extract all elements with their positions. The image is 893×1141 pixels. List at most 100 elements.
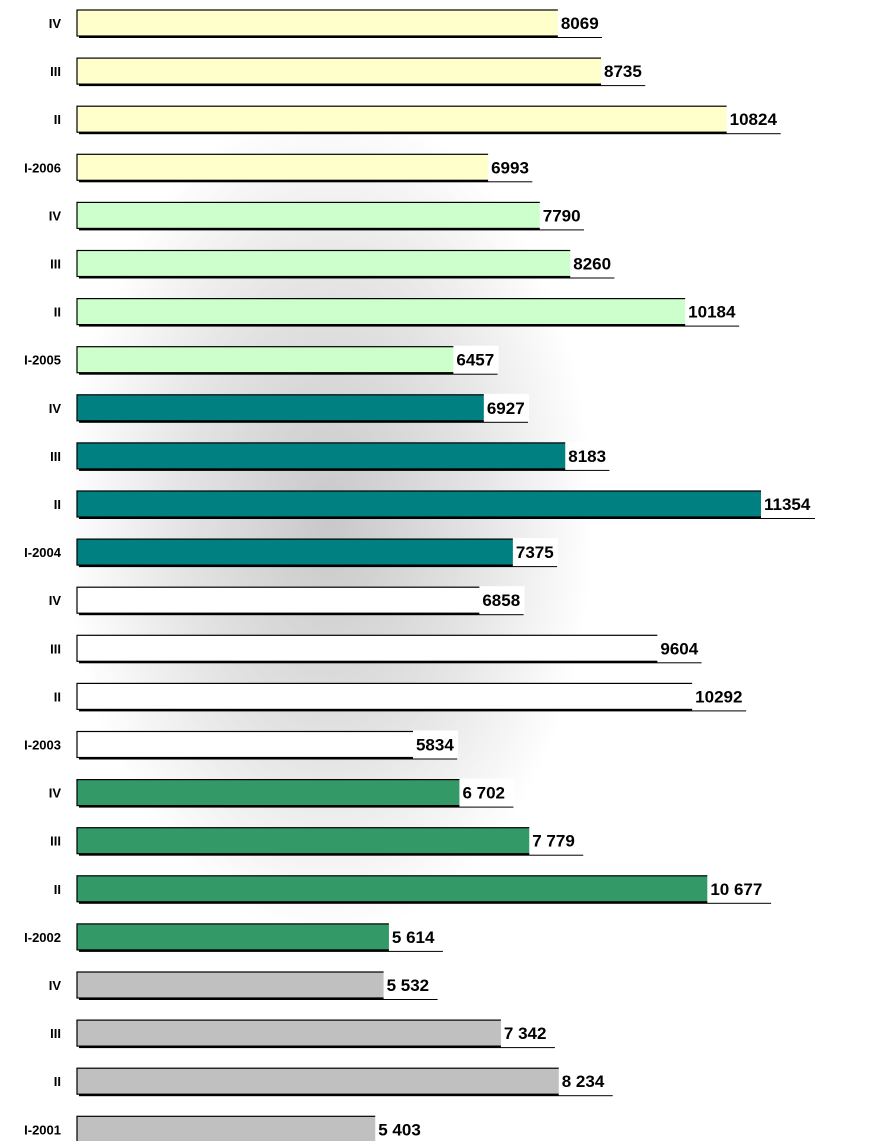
category-label: II [54,305,61,320]
category-labels: IVIIIIII-2006IVIIIIII-2005IVIIIIII-2004I… [24,16,62,1137]
value-label: 8183 [565,441,611,470]
bar [76,346,498,375]
bar [76,730,458,760]
bars [76,9,815,1141]
value-label: 8 234 [558,1067,614,1096]
value-label-bg [412,730,459,759]
bar-fill [76,778,513,807]
value-label-bg [375,1115,431,1141]
bar-fill [76,394,527,422]
value-label: 10 677 [707,874,773,903]
bar-fill [76,1019,554,1047]
bar-fill [76,490,814,518]
category-label: II [54,1074,61,1089]
category-label: IV [49,786,62,801]
value-label-text: 10 677 [710,880,762,899]
category-label: I-2003 [24,738,61,753]
value-label-bg [557,9,604,37]
bar [76,442,610,471]
bar-fill [76,682,745,711]
bar-fill [76,201,583,229]
value-label-text: 8069 [561,14,599,33]
value-label-text: 7 779 [532,832,575,851]
value-label-text: 8735 [604,62,642,81]
value-label-text: 8260 [573,255,611,274]
category-label: I-2001 [24,1122,61,1137]
value-label: 6993 [488,153,534,182]
category-label: II [54,112,61,127]
bar-fill [76,634,701,662]
category-label: I-2005 [24,353,61,368]
value-label: 10824 [726,105,782,134]
category-label: IV [49,593,62,608]
value-label-text: 5 614 [392,928,435,947]
bar [76,57,646,87]
category-label: I-2006 [24,160,61,175]
value-label: 5 532 [383,971,439,999]
value-label-bg [707,874,773,903]
bar-fill [76,538,556,566]
value-label-text: 5834 [416,736,454,755]
bar-fill [76,971,437,999]
bar [76,634,702,664]
bar [76,827,584,856]
value-label: 8069 [557,9,604,37]
value-label: 6 702 [459,778,515,807]
value-label-text: 8183 [568,447,606,466]
value-label: 6457 [453,345,499,374]
bar-fill [76,153,531,181]
category-label: II [54,882,61,897]
value-label-bg [685,297,741,326]
value-label-text: 10184 [688,303,736,322]
value-label-bg [453,345,499,374]
value-label-bg [500,1019,556,1048]
value-label-bg [383,971,439,999]
bar [76,923,443,952]
value-label-text: 5 403 [378,1120,421,1139]
value-label-text: 7375 [516,543,554,562]
bar-fill [76,298,738,326]
value-label-bg [657,634,703,663]
bar-fill [76,827,582,855]
bar-fill [76,1067,612,1095]
bar-fill [76,1115,428,1141]
value-label: 7 342 [500,1019,556,1048]
value-label: 9604 [657,634,703,663]
value-label: 7375 [512,538,559,567]
value-label-text: 6858 [482,591,520,610]
bar-fill [76,730,456,759]
value-labels: 8069 8735 10824 6993 7790 8260 10184 6457 6927 81… [375,9,816,1141]
value-label-bg [565,441,611,470]
value-label-bg [512,538,559,567]
value-label-text: 7790 [543,206,581,225]
value-label: 7 779 [529,826,585,855]
bar-fill [76,923,442,951]
bar-fill [76,9,601,37]
value-label-bg [529,826,585,855]
value-label-text: 9604 [660,639,698,658]
bar-fill [76,586,523,614]
value-label: 11354 [761,490,816,518]
value-label: 6858 [479,586,525,615]
category-label: III [50,449,61,464]
value-label: 5 403 [375,1115,431,1141]
value-label: 10184 [685,297,741,326]
value-label: 5834 [412,730,459,759]
bar [76,875,772,904]
value-label-text: 11354 [764,495,811,514]
value-label-bg [761,490,816,518]
value-label-bg [558,1067,614,1096]
bar-fill [76,875,770,903]
value-label: 6927 [483,393,530,422]
bar [76,153,533,183]
bar [76,778,514,808]
value-label: 10292 [692,682,748,711]
category-label: III [50,257,61,272]
category-label: I-2002 [24,930,61,945]
bar [76,586,524,616]
bar [76,682,747,712]
bar [76,249,615,279]
bar-fill [76,442,609,470]
value-label-bg [570,249,616,278]
